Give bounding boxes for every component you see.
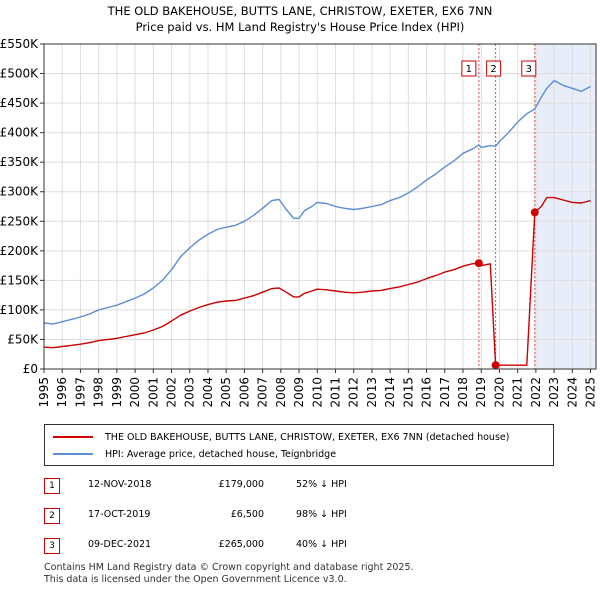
plot-frame bbox=[43, 43, 597, 370]
y-tick-label: £300K bbox=[0, 185, 39, 199]
y-tick-label: £350K bbox=[0, 155, 39, 169]
x-tick-label: 2010 bbox=[310, 377, 324, 408]
hpi-series-line bbox=[43, 79, 591, 325]
x-tick-label: 2020 bbox=[492, 377, 506, 408]
x-tick-label: 2012 bbox=[347, 377, 361, 408]
sale-point bbox=[491, 361, 500, 370]
chart-legend: THE OLD BAKEHOUSE, BUTTS LANE, CHRISTOW,… bbox=[44, 424, 554, 466]
sale-label-box bbox=[461, 60, 477, 77]
x-tick-label: 2015 bbox=[401, 377, 415, 408]
property-series-line bbox=[43, 196, 591, 366]
footer-copyright: Contains HM Land Registry data © Crown c… bbox=[44, 562, 414, 573]
transaction-price: £265,000 bbox=[218, 539, 264, 550]
transaction-date: 17-OCT-2019 bbox=[88, 509, 151, 520]
x-tick-label: 2004 bbox=[201, 377, 215, 408]
x-tick-label: 2009 bbox=[292, 377, 306, 408]
x-tick-label: 2019 bbox=[474, 377, 488, 408]
y-tick-label: £100K bbox=[0, 303, 39, 317]
y-tick-label: £550K bbox=[0, 37, 39, 51]
transaction-hpi-diff: 52% ↓ HPI bbox=[296, 479, 347, 490]
y-tick-label: £500K bbox=[0, 67, 39, 81]
sale-label: 3 bbox=[526, 64, 532, 75]
x-tick-label: 2016 bbox=[420, 377, 434, 408]
y-tick-label: £150K bbox=[0, 273, 39, 287]
y-tick-label: £450K bbox=[0, 96, 39, 110]
x-tick-label: 2007 bbox=[256, 377, 270, 408]
legend-swatch-hpi bbox=[53, 453, 93, 455]
x-tick-label: 1999 bbox=[110, 377, 124, 408]
y-tick-label: £250K bbox=[0, 214, 39, 228]
transaction-price: £6,500 bbox=[230, 509, 264, 520]
x-tick-label: 2018 bbox=[456, 377, 470, 408]
x-tick-label: 2002 bbox=[165, 377, 179, 408]
x-tick-label: 2023 bbox=[547, 377, 561, 408]
x-tick-label: 2003 bbox=[183, 377, 197, 408]
y-tick-label: £400K bbox=[0, 126, 39, 140]
transaction-date: 09-DEC-2021 bbox=[88, 539, 152, 550]
sale-label-box bbox=[521, 60, 537, 77]
shaded-period bbox=[534, 44, 596, 369]
sale-point bbox=[474, 259, 483, 268]
sale-label: 1 bbox=[466, 64, 472, 75]
y-tick-label: £50K bbox=[7, 332, 39, 346]
x-tick-label: 2001 bbox=[146, 377, 160, 408]
transaction-hpi-diff: 40% ↓ HPI bbox=[296, 539, 347, 550]
y-tick-label: £0 bbox=[23, 362, 38, 376]
chart-title-line2: Price paid vs. HM Land Registry's House … bbox=[135, 20, 465, 34]
x-tick-label: 2017 bbox=[438, 377, 452, 408]
x-tick-label: 1997 bbox=[73, 377, 87, 408]
legend-swatch-property bbox=[53, 436, 93, 438]
transaction-price: £179,000 bbox=[218, 479, 264, 490]
x-tick-label: 2025 bbox=[584, 377, 598, 408]
legend-label-hpi: HPI: Average price, detached house, Teig… bbox=[105, 448, 337, 460]
x-tick-label: 2024 bbox=[565, 377, 579, 408]
sale-point bbox=[530, 208, 539, 217]
x-tick-label: 2021 bbox=[511, 377, 525, 408]
chart-title-line1: THE OLD BAKEHOUSE, BUTTS LANE, CHRISTOW,… bbox=[107, 4, 493, 18]
transaction-row: 3 09-DEC-2021 £265,000 40% ↓ HPI bbox=[0, 536, 600, 556]
transaction-row: 1 12-NOV-2018 £179,000 52% ↓ HPI bbox=[0, 476, 600, 496]
transaction-date: 12-NOV-2018 bbox=[88, 479, 152, 490]
plot-background bbox=[44, 44, 596, 369]
footer-licence: This data is licensed under the Open Gov… bbox=[44, 574, 347, 585]
x-tick-label: 2013 bbox=[365, 377, 379, 408]
x-tick-label: 2000 bbox=[128, 377, 142, 408]
legend-label-property: THE OLD BAKEHOUSE, BUTTS LANE, CHRISTOW,… bbox=[105, 431, 510, 443]
transaction-number-badge: 3 bbox=[44, 538, 60, 554]
x-tick-label: 2022 bbox=[529, 377, 543, 408]
x-tick-label: 1996 bbox=[55, 377, 69, 408]
transaction-row: 2 17-OCT-2019 £6,500 98% ↓ HPI bbox=[0, 506, 600, 526]
x-tick-label: 2011 bbox=[328, 377, 342, 408]
x-tick-label: 1998 bbox=[92, 377, 106, 408]
x-tick-label: 2005 bbox=[219, 377, 233, 408]
x-tick-label: 2008 bbox=[274, 377, 288, 408]
legend-item-hpi: HPI: Average price, detached house, Teig… bbox=[53, 446, 336, 462]
x-tick-label: 2006 bbox=[237, 377, 251, 408]
x-tick-label: 1995 bbox=[37, 377, 51, 408]
price-chart: 1 2 3 £0 £50K £100K £150K £200K £250K £300K £350K… bbox=[0, 37, 598, 408]
transaction-hpi-diff: 98% ↓ HPI bbox=[296, 509, 347, 520]
legend-item-property: THE OLD BAKEHOUSE, BUTTS LANE, CHRISTOW,… bbox=[53, 429, 509, 445]
sale-label-box bbox=[486, 60, 502, 77]
y-tick-label: £200K bbox=[0, 244, 39, 258]
transaction-number-badge: 2 bbox=[44, 508, 60, 524]
x-tick-label: 2014 bbox=[383, 377, 397, 408]
sale-label: 2 bbox=[490, 64, 496, 75]
transaction-number-badge: 1 bbox=[44, 478, 60, 494]
